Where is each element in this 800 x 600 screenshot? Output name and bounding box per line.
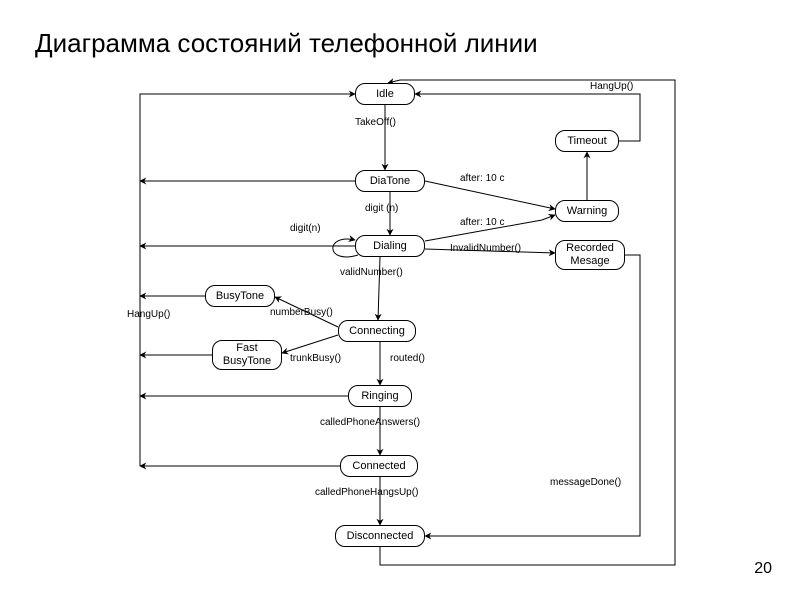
edge-label-numberbusy: numberBusy() xyxy=(270,307,333,318)
page-number: 20 xyxy=(754,560,772,578)
state-recorded: RecordedMesage xyxy=(555,240,625,270)
edge-label-digit_self: digit(n) xyxy=(290,223,321,234)
edge-label-routed: routed() xyxy=(390,353,425,364)
state-busytone: BusyTone xyxy=(205,285,275,307)
state-disconnected: Disconnected xyxy=(335,525,425,547)
state-diatone: DiaTone xyxy=(355,170,425,192)
edge-label-validnumber: validNumber() xyxy=(340,267,403,278)
state-fastbusy: FastBusyTone xyxy=(212,340,282,370)
slide-title: Диаграмма состояний телефонной линии xyxy=(35,28,538,59)
state-connected: Connected xyxy=(340,455,418,477)
state-ringing: Ringing xyxy=(348,385,412,407)
state-timeout: Timeout xyxy=(555,130,619,152)
edge-label-invalid: InvalidNumber() xyxy=(450,243,521,254)
state-idle: Idle xyxy=(355,83,415,105)
edge-label-calledhangs: calledPhoneHangsUp() xyxy=(315,487,418,498)
edge-label-after10_2: after: 10 с xyxy=(460,217,504,228)
edge-label-hangup_top: HangUp() xyxy=(590,81,633,92)
state-dialing: Dialing xyxy=(355,235,425,257)
state-connecting: Connecting xyxy=(338,320,416,342)
edge-label-trunkbusy: trunkBusy() xyxy=(290,353,341,364)
edge-label-digit_down: digit (n) xyxy=(365,203,398,214)
edge-label-messagedone: messageDone() xyxy=(550,477,621,488)
edges-layer xyxy=(130,75,710,575)
edge-label-hangup_left: HangUp() xyxy=(127,309,170,320)
state-warning: Warning xyxy=(555,200,619,222)
edge-leftbus-up-to-idle xyxy=(140,94,355,466)
edge-label-takeoff: TakeOff() xyxy=(355,117,396,128)
edge-disc-down-idle xyxy=(380,80,675,565)
edge-label-calledanswers: calledPhoneAnswers() xyxy=(320,417,420,428)
edge-connecting-fastbusy xyxy=(282,335,338,353)
state-diagram: Idle DiaTone Dialing Connecting Ringing Conne… xyxy=(130,75,710,575)
edge-label-after10_1: after: 10 с xyxy=(460,173,504,184)
edge-diatone-warning xyxy=(425,181,555,209)
edge-recorded-down-disc xyxy=(425,255,640,536)
